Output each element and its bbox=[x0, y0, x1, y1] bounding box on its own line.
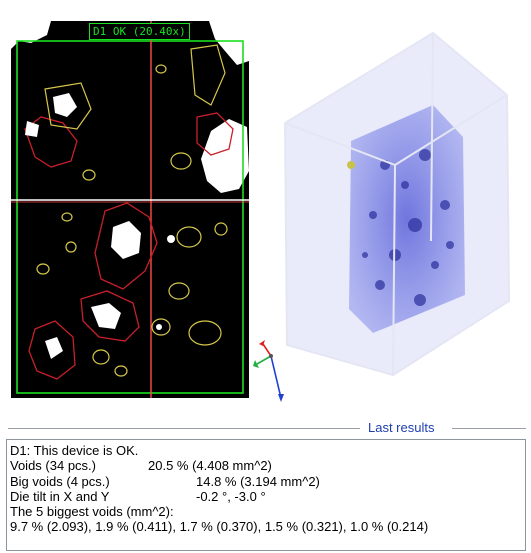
volume-3d-view[interactable] bbox=[255, 15, 531, 405]
inspection-frame bbox=[16, 40, 244, 394]
device-status-label: D1 OK (20.40x) bbox=[89, 23, 190, 40]
die-tilt-value: -0.2 °, -3.0 ° bbox=[196, 488, 266, 504]
cube-edges bbox=[284, 31, 511, 377]
voids-label: Voids (34 pcs.) bbox=[10, 458, 96, 474]
biggest-voids-label: The 5 biggest voids (mm^2): bbox=[10, 504, 174, 520]
voids-row: Voids (34 pcs.) 20.5 % (4.408 mm^2) bbox=[10, 458, 525, 473]
die-tilt-row: Die tilt in X and Y -0.2 °, -3.0 ° bbox=[10, 489, 525, 504]
big-voids-value: 14.8 % (3.194 mm^2) bbox=[196, 473, 320, 489]
big-voids-row: Big voids (4 pcs.) 14.8 % (3.194 mm^2) bbox=[10, 474, 525, 489]
last-results-panel: Last results D1: This device is OK. Void… bbox=[0, 415, 531, 553]
results-header: Last results bbox=[0, 420, 531, 436]
voids-value: 20.5 % (4.408 mm^2) bbox=[148, 458, 272, 474]
big-voids-label: Big voids (4 pcs.) bbox=[10, 473, 110, 489]
xray-overlay bbox=[11, 21, 249, 398]
results-text-box[interactable]: D1: This device is OK. Voids (34 pcs.) 2… bbox=[6, 439, 526, 551]
biggest-voids-values: 9.7 % (2.093), 1.9 % (0.411), 1.7 % (0.3… bbox=[10, 519, 429, 535]
die-tilt-label: Die tilt in X and Y bbox=[10, 488, 110, 504]
xyz-axis-icon bbox=[253, 340, 284, 402]
status-line: D1: This device is OK. bbox=[10, 443, 139, 458]
xray-void-image[interactable]: D1 OK (20.40x) bbox=[11, 21, 249, 398]
void-volume bbox=[349, 105, 465, 333]
results-title: Last results bbox=[364, 420, 439, 436]
